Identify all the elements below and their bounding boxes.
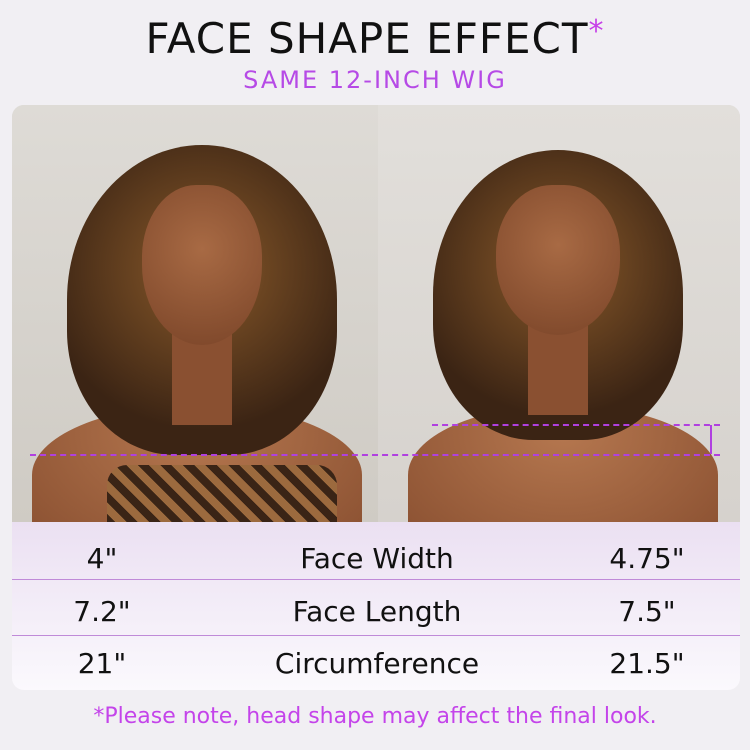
table-row: 4" Face Width 4.75" xyxy=(12,532,740,584)
right-value: 4.75" xyxy=(609,542,685,575)
table-row: 7.2" Face Length 7.5" xyxy=(12,585,740,637)
title-asterisk: * xyxy=(588,14,605,49)
comparison-photos xyxy=(12,105,740,522)
table-row: 21" Circumference 21.5" xyxy=(12,637,740,689)
left-value: 7.2" xyxy=(73,595,131,628)
photo-right-mannequin xyxy=(378,105,740,522)
title-text: FACE SHAPE EFFECT xyxy=(145,14,589,63)
page-title: FACE SHAPE EFFECT* xyxy=(0,14,750,63)
row-label: Circumference xyxy=(274,647,480,680)
row-label: Face Length xyxy=(292,595,462,628)
photo-left-mannequin xyxy=(12,105,378,522)
guide-line-left xyxy=(30,454,720,456)
row-divider xyxy=(12,579,740,580)
guide-line-right xyxy=(432,424,720,426)
right-value: 21.5" xyxy=(609,647,685,680)
left-value: 4" xyxy=(86,542,118,575)
difference-arrow-icon xyxy=(710,425,712,454)
right-value: 7.5" xyxy=(618,595,676,628)
row-divider xyxy=(12,635,740,636)
measurement-table: 4" Face Width 4.75" 7.2" Face Length 7.5… xyxy=(12,522,740,690)
row-label: Face Width xyxy=(300,542,454,575)
disclaimer-note: *Please note, head shape may affect the … xyxy=(93,704,657,729)
subtitle: SAME 12-INCH WIG xyxy=(243,66,507,94)
left-value: 21" xyxy=(77,647,127,680)
